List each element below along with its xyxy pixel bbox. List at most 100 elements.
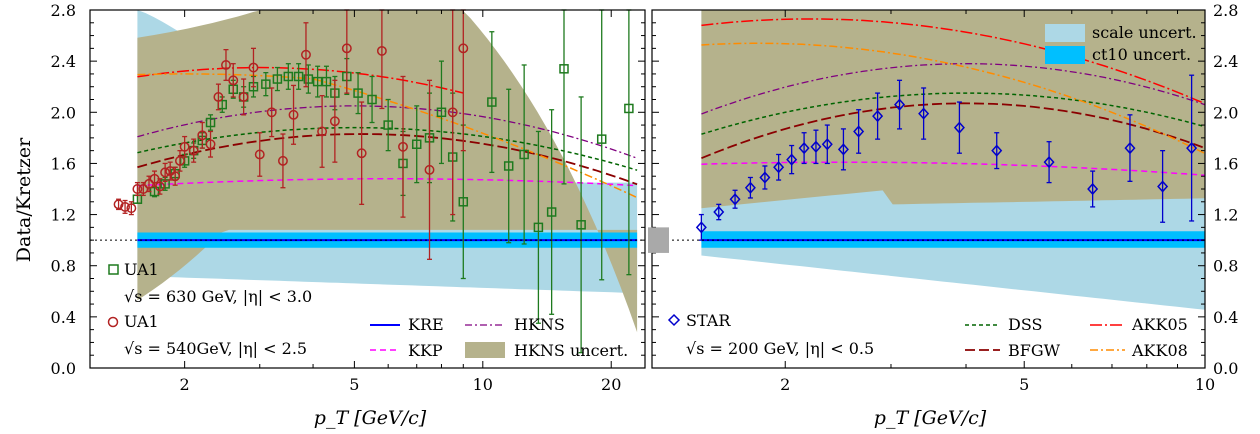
legend-ua1-540-cond: √s = 540GeV, |η| < 2.5	[124, 339, 307, 358]
right-akk08-curve	[701, 42, 1206, 155]
data-point-ua1-540	[120, 201, 131, 212]
data-point-star	[773, 161, 785, 174]
y-tick-label: 2.4	[1213, 52, 1238, 71]
data-point-ua1-630	[576, 220, 586, 230]
data-point-ua1-630	[624, 103, 634, 114]
left-dss-curve	[137, 126, 638, 171]
data-point-ua1-540	[170, 171, 181, 182]
legend-star-marker	[667, 313, 681, 327]
data-point-star	[1043, 156, 1055, 169]
x-tick-label: 2	[780, 375, 790, 394]
right-akk05-curve	[701, 18, 1206, 105]
data-point-ua1-630	[303, 74, 314, 84]
data-point-ua1-630	[293, 71, 304, 82]
data-point-ua1-540	[356, 148, 367, 159]
data-point-ua1-540	[144, 178, 154, 189]
y-tick-label: 0.8	[1213, 257, 1238, 276]
legend-ua1-630-cond: √s = 630 GeV, |η| < 3.0	[124, 287, 312, 306]
y-tick-label: 2.0	[51, 103, 76, 122]
legend-ct10-uncert-swatch	[1045, 46, 1085, 64]
legend-ct10-uncert-label: ct10 uncert.	[1092, 45, 1191, 64]
data-point-ua1-540	[329, 116, 340, 127]
x-tick-label: 10	[1195, 375, 1215, 394]
data-point-ua1-540	[398, 141, 408, 152]
y-tick-label: 2.8	[51, 1, 76, 20]
y-tick-label: 2.4	[51, 52, 76, 71]
y-tick-label: 0.4	[1213, 308, 1238, 327]
data-point-ua1-630	[272, 74, 283, 84]
data-point-ua1-540	[341, 43, 352, 54]
theory-curves	[137, 18, 1206, 242]
legend-ua1-630-label: UA1	[124, 260, 159, 279]
data-point-star	[798, 141, 810, 155]
data-point-ua1-630	[458, 197, 469, 207]
left-akk08-curve	[137, 73, 638, 199]
data-point-ua1-540	[165, 166, 176, 177]
data-point-ua1-630	[312, 76, 323, 87]
legend-hkns-uncert-swatch	[465, 342, 505, 358]
data-point-star	[1124, 141, 1136, 155]
data-point-star	[991, 144, 1003, 157]
data-point-star	[810, 140, 822, 153]
y-axis-label: Data/Kretzer	[13, 137, 35, 262]
data-point-ua1-630	[383, 120, 393, 130]
left-bfgw-curve	[137, 133, 638, 186]
data-point-star	[1186, 141, 1198, 155]
y-tick-label: 0.8	[51, 257, 76, 276]
data-point-ua1-630	[436, 107, 447, 118]
left-akk05-curve	[137, 66, 464, 94]
data-point-ua1-540	[317, 126, 328, 137]
data-point-ua1-630	[533, 222, 544, 233]
data-point-ua1-540	[288, 109, 299, 120]
data-point-ua1-540	[188, 145, 199, 156]
legend-akk05-label: AKK05	[1131, 315, 1188, 334]
legend-star-cond: √s = 200 GeV, |η| < 0.5	[686, 339, 874, 358]
data-point-ua1-540	[266, 107, 277, 118]
y-tick-label: 2.8	[1213, 1, 1238, 20]
data-point-star	[695, 221, 707, 234]
data-point-star	[821, 138, 833, 151]
data-point-star	[1087, 182, 1099, 196]
y-tick-label: 2.0	[1213, 103, 1238, 122]
data-point-ua1-540	[174, 155, 185, 166]
data-point-star	[918, 107, 930, 120]
data-point-star	[786, 153, 798, 166]
x-tick-label: 20	[601, 375, 621, 394]
y-tick-label: 0.0	[1213, 359, 1238, 378]
data-point-ua1-630	[559, 64, 569, 74]
legend-scale-uncert-label: scale uncert.	[1092, 23, 1197, 42]
y-tick-label: 1.2	[51, 206, 76, 225]
data-point-ua1-540	[248, 62, 259, 73]
y-tick-label: 0.4	[51, 308, 76, 327]
data-point-ua1-540	[301, 49, 311, 60]
legend-ua1-540-marker	[107, 316, 119, 328]
data-point-ua1-540	[126, 203, 137, 214]
data-point-star	[1157, 180, 1169, 193]
normalization-box	[648, 227, 669, 253]
x-axis-label-right: p_T [GeV/c]	[874, 407, 987, 429]
legend-ua1-540-label: UA1	[124, 312, 159, 331]
data-point-star	[729, 193, 741, 206]
y-tick-label: 1.6	[51, 154, 76, 173]
right-dss-curve	[701, 92, 1206, 135]
data-point-ua1-630	[546, 207, 557, 217]
data-point-ua1-630	[519, 149, 529, 160]
left-uncertainty-bands	[137, 10, 638, 333]
y-tick-label: 0.0	[51, 359, 76, 378]
x-axis-label-left: p_T [GeV/c]	[314, 407, 427, 429]
legend-hkns-uncert-label: HKNS uncert.	[514, 341, 628, 360]
data-point-ua1-540	[154, 181, 165, 192]
left-hkns-curve	[137, 105, 638, 159]
left-legend: UA1 √s = 630 GeV, |η| < 3.0 UA1 √s = 540…	[107, 260, 628, 360]
data-point-ua1-540	[213, 91, 224, 102]
left-kkp-curve	[137, 178, 638, 187]
data-point-ua1-540	[277, 155, 288, 166]
data-point-ua1-630	[283, 71, 294, 82]
legend-akk08-label: AKK08	[1131, 341, 1188, 360]
left-hkns-uncert-band	[137, 10, 638, 333]
right-bfgw-curve	[701, 102, 1206, 160]
legend-hkns-label: HKNS	[514, 315, 565, 334]
legend-kkp-label: KKP	[408, 341, 443, 360]
axes: 0.0 0.4 0.8 1.2 1.6 2.0 2.4 2.8 2 5 10 20 0.0 0.4 0.8 1…	[51, 1, 1239, 394]
right-hkns-curve	[701, 63, 1206, 115]
